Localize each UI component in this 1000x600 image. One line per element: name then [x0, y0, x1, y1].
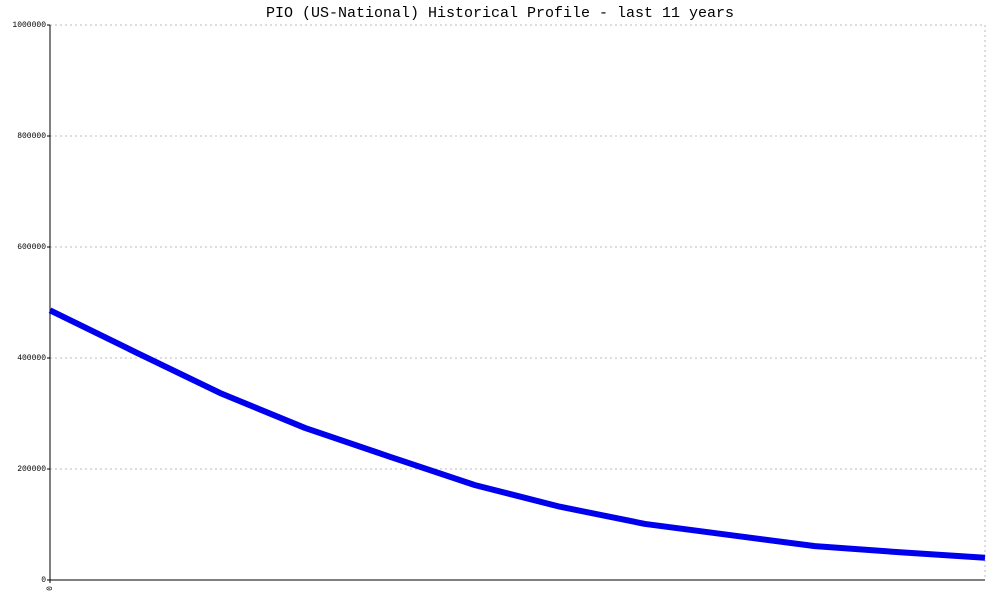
y-tick-label: 200000	[17, 465, 46, 474]
y-tick-label: 800000	[17, 132, 46, 141]
x-tick-label: 0	[46, 586, 55, 591]
y-tick-label: 0	[41, 576, 46, 585]
y-tick-label: 600000	[17, 243, 46, 252]
y-tick-label: 1000000	[12, 21, 46, 30]
line-series	[48, 307, 986, 561]
y-tick-label: 400000	[17, 354, 46, 363]
chart-title: PIO (US-National) Historical Profile - l…	[266, 5, 734, 22]
